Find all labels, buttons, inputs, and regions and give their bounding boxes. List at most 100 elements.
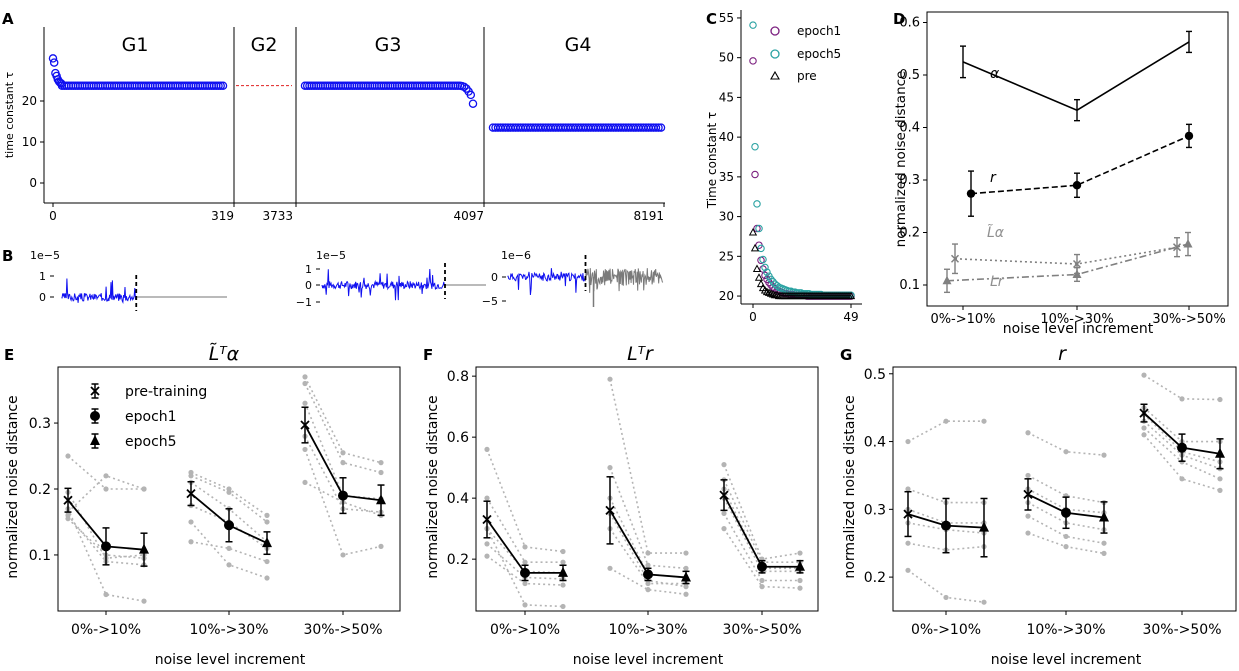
g3-point [466,90,476,100]
xtick: 10%->30% [1026,622,1105,638]
epoch5-marker [139,543,149,554]
epoch5-point [773,281,781,290]
ytick: 0.8 [447,369,469,385]
panel-c-ylabel: Time constant τ [705,112,719,209]
individual-point [522,602,528,608]
a-ytick: 20 [22,94,37,108]
label-alpha: α [990,66,1000,82]
individual-point [522,580,528,587]
legend-epoch1-marker [90,411,100,421]
individual-point [141,598,147,604]
b3-ytick: −5 [482,295,498,308]
individual-point [683,550,689,556]
panel-f-ylabel: normalized noise distance [425,395,441,578]
individual-point [484,495,490,501]
individual-point [340,460,346,466]
individual-line [907,420,984,443]
pre-training-marker [1023,489,1033,500]
pre-point [846,291,856,300]
xtick: 0%->10% [490,622,560,638]
pre-point [772,290,782,299]
panel-label-d: D [893,10,905,28]
individual-point [188,519,194,525]
series-marker [1072,269,1082,278]
d-ytick: 0.2 [899,226,920,241]
b2-ytick: 1 [305,263,312,276]
individual-line [67,514,145,566]
xtick: 0%->10% [911,622,981,638]
individual-point [302,479,308,486]
label-lr: Lr [990,274,1005,290]
pre-training-marker [719,490,729,500]
individual-point [721,526,727,532]
individual-point [484,553,490,559]
individual-point [1101,550,1107,556]
g1-point [48,54,58,63]
series-line [954,246,1178,265]
g3-point [468,99,478,108]
b2-ytick: 0 [305,279,312,292]
epoch5-point [755,224,763,233]
group-label-g4: G4 [565,34,592,56]
individual-point [1063,533,1069,540]
epoch5-marker [1099,511,1109,522]
panel-a-points [48,54,666,132]
ytick: 0.3 [29,416,51,432]
pre-training-marker [903,509,913,519]
panel-c-points [748,21,856,300]
panel-label-c: C [706,10,717,28]
series-marker [1072,259,1082,269]
b2-trace [321,263,486,301]
a-xtick: 8191 [633,209,664,223]
individual-point [302,446,308,453]
epoch1-marker [643,569,653,580]
label-l-alpha: L̃α [987,224,1005,241]
individual-point [378,460,384,466]
ytick: 0.3 [864,502,886,518]
pre-training-marker [186,488,196,499]
d-xtick: 30%->50% [1152,312,1225,327]
individual-point [522,559,528,565]
series-marker [1072,181,1082,190]
individual-point [560,559,566,565]
individual-point [560,548,566,555]
epoch1-marker [224,520,234,531]
epoch5-point [761,263,769,272]
panel-a-tau-by-group: G1 G2 G3 G4 time constant τ 0 10 20 0 31… [3,27,666,223]
individual-point [905,540,911,546]
panel-c-legend: epoch1 epoch5 pre [770,24,841,83]
panel-e-ylabel: normalized noise distance [5,395,21,578]
individual-point [264,512,270,518]
pre-training-marker [482,514,492,525]
pre-point [764,288,774,296]
individual-point [683,565,689,571]
legend-pre-training-marker [90,386,100,396]
panel-f-lt-r: Lᵀr normalized noise distance noise leve… [425,343,819,668]
individual-line [486,449,564,553]
d-ytick: 0.5 [899,68,920,83]
epoch1-marker [757,561,767,572]
legend-marks [90,383,100,449]
c-ytick: 20 [719,289,734,303]
legend-epoch5-label: epoch5 [797,47,841,61]
individual-point [1025,430,1031,436]
g4-point [654,123,663,132]
panel-d-series [942,30,1194,294]
panel-g-xlabel: noise level increment [991,652,1142,668]
individual-point [484,446,490,452]
xtick: 10%->30% [189,622,268,638]
legend-pre-marker [770,70,780,80]
individual-point [522,544,528,550]
mean-line [723,494,800,568]
g4-point [656,123,666,132]
panel-g-ylabel: normalized noise distance [842,395,858,578]
group-label-g2: G2 [251,34,278,56]
individual-point [302,400,308,406]
epoch1-marker [101,541,111,552]
epoch1-marker [1177,442,1187,453]
active-trace [61,278,137,304]
individual-point [226,562,232,568]
plot-frame [475,366,819,612]
individual-point [645,562,651,568]
epoch5-marker [262,537,272,548]
